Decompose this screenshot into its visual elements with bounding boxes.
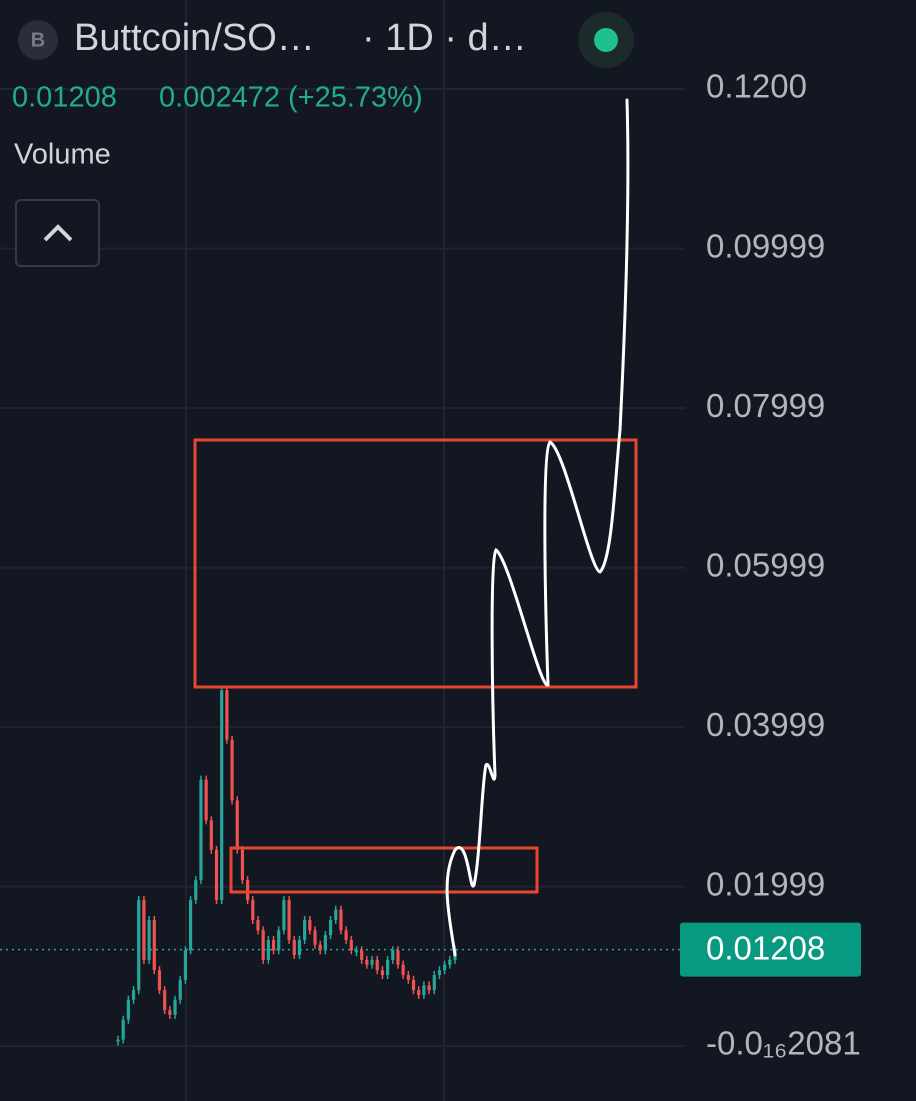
candle [168,1010,172,1015]
candle [401,964,405,976]
candle [344,930,348,940]
candle [443,964,447,971]
last-price-tag-label: 0.01208 [706,929,825,966]
drawn-projection [445,98,630,957]
candle [360,950,364,960]
y-tick-label: 0.1200 [706,68,807,105]
candle [308,919,312,931]
candle [396,950,400,965]
candle [303,919,307,940]
candle [437,970,442,976]
grid [0,88,685,1047]
candle [432,975,436,991]
candle [256,919,260,931]
last-price: 0.01208 [12,82,117,114]
price-axis: -0.0₁₆2081 0.01999 0.03999 0.05999 0.07999 0.… [680,68,861,1062]
candle [131,990,136,1000]
candle [142,900,146,960]
candle [173,999,177,1015]
candle [116,1039,120,1042]
candle [323,935,327,951]
candle [220,690,224,901]
annotation-box [229,846,539,894]
candle [266,939,270,960]
candle [246,880,250,901]
candle [365,959,369,965]
candle [230,739,234,801]
price-change: 0.002472 (+25.73%) [159,82,423,114]
candle [225,690,229,740]
annotation-box [193,438,638,689]
candle [209,820,213,850]
candle [137,900,141,991]
candle [287,900,291,940]
candle [178,979,182,1000]
candle [354,950,359,953]
y-tick-label: 0.03999 [706,706,825,743]
candle [126,999,130,1020]
candle [261,930,265,960]
candle [282,900,286,931]
symbol-name[interactable]: Buttcoin/SO… [74,17,315,59]
candles [0,686,680,1046]
candle [204,779,208,821]
candle [380,970,385,976]
candle [235,800,239,850]
candle [277,930,281,951]
candle [422,985,426,995]
indicator-label[interactable]: Volume [14,139,111,171]
candle [121,1019,125,1040]
candle [406,975,410,980]
candle [194,880,198,901]
candle [199,779,203,881]
candle [163,990,167,1011]
y-tick-label: 0.01999 [706,865,825,902]
candle [188,900,193,951]
candle [370,959,374,965]
candle [411,979,416,991]
y-tick-label: 0.05999 [706,546,825,583]
candle [375,959,379,971]
candle [318,944,322,951]
chevron-up [43,224,73,242]
candle [417,990,421,995]
candle [152,919,156,971]
candle [183,950,187,980]
candle [297,939,302,956]
symbol-icon [18,20,58,60]
y-tick-label: 0.07999 [706,387,825,424]
candle [214,849,219,901]
candle [349,939,353,951]
candle [157,970,162,991]
candle [313,930,317,945]
candle [448,959,452,965]
status-dot [594,28,618,52]
candle [339,909,343,931]
symbol-icon-letter: B [31,29,45,51]
candle [240,849,245,881]
candle [334,909,338,920]
collapse-button[interactable] [15,199,100,267]
candle [292,939,296,956]
interval[interactable]: · 1D · d… [362,17,527,59]
candle [391,950,395,960]
last-price-tag [680,922,861,977]
y-tick-label: -0.0₁₆2081 [706,1025,861,1062]
candle [328,919,333,936]
candle [147,919,151,960]
candle [251,900,255,920]
candle [271,939,276,951]
candle [386,959,390,976]
candle [427,985,431,991]
y-tick-label: 0.09999 [706,227,825,264]
